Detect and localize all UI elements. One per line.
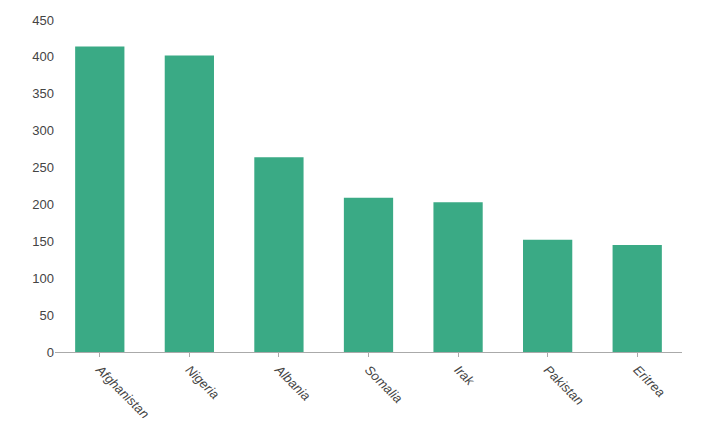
svg-text:Somalia: Somalia bbox=[362, 362, 406, 406]
svg-text:200: 200 bbox=[32, 197, 54, 212]
svg-text:0: 0 bbox=[47, 345, 54, 360]
svg-text:100: 100 bbox=[32, 271, 54, 286]
svg-text:300: 300 bbox=[32, 123, 54, 138]
svg-text:50: 50 bbox=[40, 308, 54, 323]
svg-text:Albania: Albania bbox=[272, 362, 314, 404]
svg-text:350: 350 bbox=[32, 86, 54, 101]
svg-text:Nigeria: Nigeria bbox=[183, 362, 223, 402]
svg-text:Pakistan: Pakistan bbox=[541, 362, 587, 408]
svg-text:150: 150 bbox=[32, 234, 54, 249]
svg-text:Eritrea: Eritrea bbox=[630, 362, 668, 400]
svg-text:400: 400 bbox=[32, 49, 54, 64]
svg-text:Irak: Irak bbox=[451, 362, 478, 389]
svg-text:450: 450 bbox=[32, 13, 54, 28]
svg-text:250: 250 bbox=[32, 160, 54, 175]
svg-text:Afghanistan: Afghanistan bbox=[92, 362, 152, 422]
